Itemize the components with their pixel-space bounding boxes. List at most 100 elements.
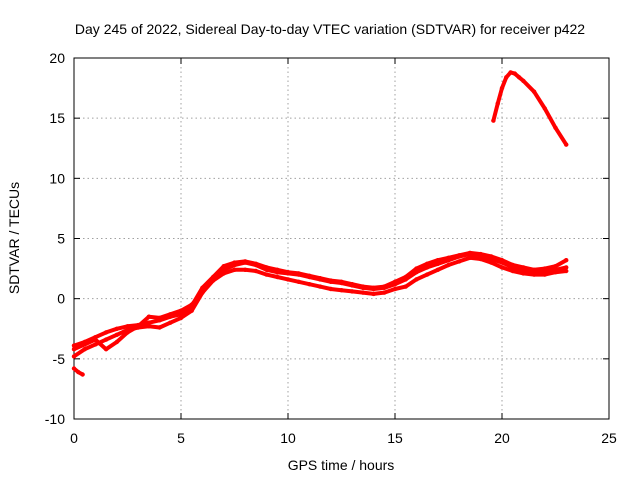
data-point xyxy=(232,267,237,272)
series-line xyxy=(491,70,569,147)
x-tick-label: 25 xyxy=(601,430,617,446)
data-point xyxy=(435,261,440,266)
series-high-arc xyxy=(491,70,569,147)
data-point xyxy=(146,320,152,325)
y-tick-label: 15 xyxy=(49,110,65,126)
data-point xyxy=(360,290,366,295)
x-tick-label: 15 xyxy=(387,430,403,446)
data-point xyxy=(71,343,77,348)
data-point xyxy=(82,339,87,345)
data-point xyxy=(553,264,558,269)
y-tick-label: 0 xyxy=(57,291,65,307)
data-point xyxy=(542,106,547,111)
x-axis-label: GPS time / hours xyxy=(288,457,395,473)
data-point xyxy=(328,286,333,292)
data-point xyxy=(414,266,419,271)
data-point xyxy=(232,260,237,265)
data-point xyxy=(296,271,301,276)
data-point xyxy=(531,89,537,94)
series-track-a xyxy=(71,251,569,359)
data-point xyxy=(339,288,344,293)
data-point xyxy=(508,70,513,75)
data-point xyxy=(178,312,184,317)
series-line xyxy=(72,252,569,359)
data-point xyxy=(200,285,205,290)
data-point xyxy=(307,273,312,278)
data-point xyxy=(103,347,109,352)
data-point xyxy=(521,271,526,276)
data-point xyxy=(285,270,291,275)
data-point xyxy=(478,251,483,257)
data-point xyxy=(542,272,547,277)
series-line xyxy=(72,250,569,348)
data-point xyxy=(489,260,494,265)
data-point xyxy=(146,314,152,319)
x-tick-label: 5 xyxy=(177,430,185,446)
data-point xyxy=(93,335,98,340)
data-point xyxy=(76,369,81,375)
data-point xyxy=(424,261,430,266)
y-tick-label: -5 xyxy=(53,351,66,367)
data-point xyxy=(146,324,152,329)
data-point xyxy=(564,258,569,263)
data-point xyxy=(210,274,216,280)
data-point xyxy=(103,337,109,342)
series-track-c xyxy=(71,250,569,348)
y-axis-label: SDTVAR / TECUs xyxy=(6,182,22,294)
data-point xyxy=(285,277,291,282)
data-point xyxy=(275,267,280,272)
data-point xyxy=(414,277,419,282)
data-point xyxy=(350,282,355,287)
data-point xyxy=(499,258,505,263)
data-point xyxy=(403,284,408,289)
data-point xyxy=(553,125,558,130)
data-point xyxy=(564,265,569,270)
data-point xyxy=(114,326,120,331)
data-point xyxy=(435,267,440,272)
data-point xyxy=(424,272,430,277)
series-line xyxy=(72,255,569,352)
data-point xyxy=(531,267,537,272)
data-point xyxy=(296,279,301,284)
y-tick-label: 20 xyxy=(49,50,65,66)
data-point xyxy=(382,290,387,295)
data-point xyxy=(264,272,269,277)
data-point xyxy=(125,324,130,329)
data-point xyxy=(392,286,398,292)
data-point xyxy=(499,265,505,270)
data-point xyxy=(467,250,473,256)
chart-title: Day 245 of 2022, Sidereal Day-to-day VTE… xyxy=(75,21,585,37)
data-point xyxy=(317,276,323,281)
data-point xyxy=(221,271,226,276)
data-point xyxy=(71,354,77,359)
data-point xyxy=(371,291,376,297)
series-track-b xyxy=(71,255,569,352)
data-point xyxy=(467,255,473,260)
data-point xyxy=(328,278,333,283)
x-tick-label: 10 xyxy=(280,430,296,446)
data-point xyxy=(339,279,344,284)
data-point xyxy=(71,366,77,371)
data-point xyxy=(93,342,98,347)
y-tick-label: 10 xyxy=(49,170,65,186)
data-point xyxy=(168,320,173,325)
data-point xyxy=(253,261,259,266)
data-point xyxy=(457,253,462,258)
data-point xyxy=(446,262,451,268)
data-point xyxy=(125,330,130,335)
data-point xyxy=(157,318,162,323)
data-point xyxy=(275,274,280,280)
data-point xyxy=(114,339,120,345)
data-point xyxy=(80,372,85,377)
data-point xyxy=(264,265,269,270)
data-point xyxy=(510,262,515,268)
data-point xyxy=(178,315,184,321)
data-point xyxy=(489,254,494,259)
data-point xyxy=(307,282,312,287)
series-low-segment xyxy=(71,366,85,377)
data-point xyxy=(243,259,248,264)
data-point xyxy=(499,85,505,91)
x-tick-label: 20 xyxy=(494,430,510,446)
data-point xyxy=(512,71,517,76)
data-point xyxy=(531,272,537,277)
